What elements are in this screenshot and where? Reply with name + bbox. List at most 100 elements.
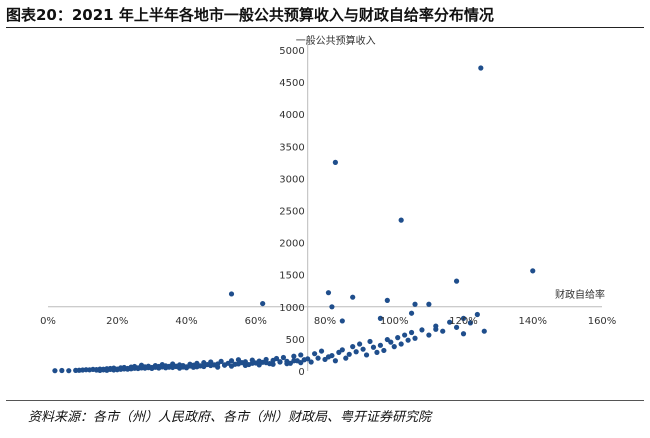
data-point	[298, 360, 304, 366]
data-point	[111, 367, 117, 373]
data-point	[280, 354, 287, 361]
data-point	[419, 327, 425, 333]
x-tick-label: 80%	[314, 316, 336, 327]
data-point	[460, 331, 467, 337]
x-axis-label: 财政自给率	[555, 288, 605, 301]
data-point	[318, 348, 325, 354]
x-tick-label: 160%	[588, 316, 617, 327]
y-tick-label: 500	[286, 335, 305, 346]
data-point	[166, 363, 172, 369]
data-point	[391, 344, 397, 350]
y-tick-label: 5000	[279, 46, 304, 57]
data-point	[263, 360, 269, 366]
data-point	[426, 301, 432, 307]
data-point	[412, 301, 418, 307]
y-tick-label: 4000	[279, 110, 304, 121]
data-point	[353, 349, 359, 355]
scatter-chart: 0% 20% 40% 60% 80% 100% 120% 140% 160% 0 500 1000 15…	[40, 34, 616, 378]
data-point	[440, 328, 446, 334]
data-point	[453, 278, 460, 284]
data-point	[350, 294, 356, 300]
data-point	[228, 358, 235, 364]
data-point	[97, 367, 103, 373]
data-point	[384, 297, 390, 303]
data-point	[405, 337, 411, 343]
y-tick-label: 1500	[279, 271, 304, 282]
x-tick-label: 100%	[380, 316, 409, 327]
data-point	[305, 356, 311, 362]
data-point	[256, 362, 262, 368]
data-point	[215, 364, 221, 370]
data-point	[194, 364, 200, 370]
data-point	[235, 361, 242, 367]
data-point	[377, 342, 383, 348]
data-point	[235, 357, 242, 363]
data-point	[270, 361, 276, 367]
chart-axes	[48, 42, 602, 371]
data-point	[343, 355, 349, 361]
data-point	[398, 217, 404, 223]
data-point	[370, 344, 377, 350]
y-tick-label: 3000	[279, 174, 304, 185]
data-point	[388, 339, 394, 345]
data-point	[474, 311, 480, 318]
data-point	[242, 359, 248, 365]
y-tick-label: 1000	[279, 303, 304, 314]
data-point	[308, 359, 314, 365]
data-point	[350, 344, 356, 350]
data-point	[312, 351, 318, 357]
data-point	[66, 368, 72, 374]
data-point	[242, 362, 248, 368]
data-point	[332, 358, 338, 364]
data-point	[325, 290, 332, 296]
data-point	[426, 332, 432, 338]
chart-labels: 0% 20% 40% 60% 80% 100% 120% 140% 160% 0 500 1000 15…	[40, 34, 616, 378]
data-point	[208, 362, 214, 369]
data-point	[52, 368, 58, 374]
data-point	[104, 367, 110, 373]
x-tick-label: 120%	[449, 316, 478, 327]
data-point	[221, 362, 228, 368]
data-point	[332, 159, 338, 165]
data-point	[228, 363, 235, 369]
data-point	[277, 359, 283, 365]
data-point	[412, 335, 418, 341]
x-tick-label: 0%	[40, 316, 56, 327]
data-point	[291, 358, 297, 364]
data-point	[530, 268, 536, 274]
data-point	[402, 332, 408, 338]
y-tick-label: 4500	[279, 78, 304, 89]
chart-title: 图表20：2021 年上半年各地市一般公共预算收入与财政自给率分布情况	[6, 6, 494, 24]
data-point	[467, 320, 474, 326]
data-point	[408, 329, 415, 336]
data-point	[360, 346, 366, 352]
data-point	[460, 315, 467, 321]
source-note: 资料来源：各市（州）人民政府、各市（州）财政局、粤开证券研究院	[28, 410, 432, 425]
data-point	[201, 363, 207, 370]
data-point	[367, 338, 373, 345]
chart-points	[52, 65, 536, 374]
data-point	[398, 341, 404, 347]
x-tick-label: 20%	[106, 316, 128, 327]
x-tick-label: 60%	[245, 316, 267, 327]
data-point	[298, 352, 304, 358]
data-point	[478, 65, 484, 71]
y-tick-label: 3500	[279, 142, 304, 153]
data-point	[291, 353, 297, 359]
data-point	[447, 319, 453, 325]
data-point	[339, 318, 345, 324]
x-tick-label: 140%	[518, 316, 547, 327]
data-point	[125, 366, 131, 372]
y-tick-label: 2000	[279, 239, 304, 250]
data-point	[339, 347, 345, 353]
data-point	[481, 328, 487, 334]
data-point	[228, 291, 235, 297]
data-point	[218, 358, 224, 364]
data-point	[453, 324, 460, 330]
y-axis-label: 一般公共预算收入	[296, 34, 376, 47]
data-point	[249, 360, 255, 366]
data-point	[374, 349, 380, 355]
y-tick-label: 2500	[279, 207, 304, 218]
data-point	[363, 352, 370, 358]
source-divider	[6, 400, 644, 401]
